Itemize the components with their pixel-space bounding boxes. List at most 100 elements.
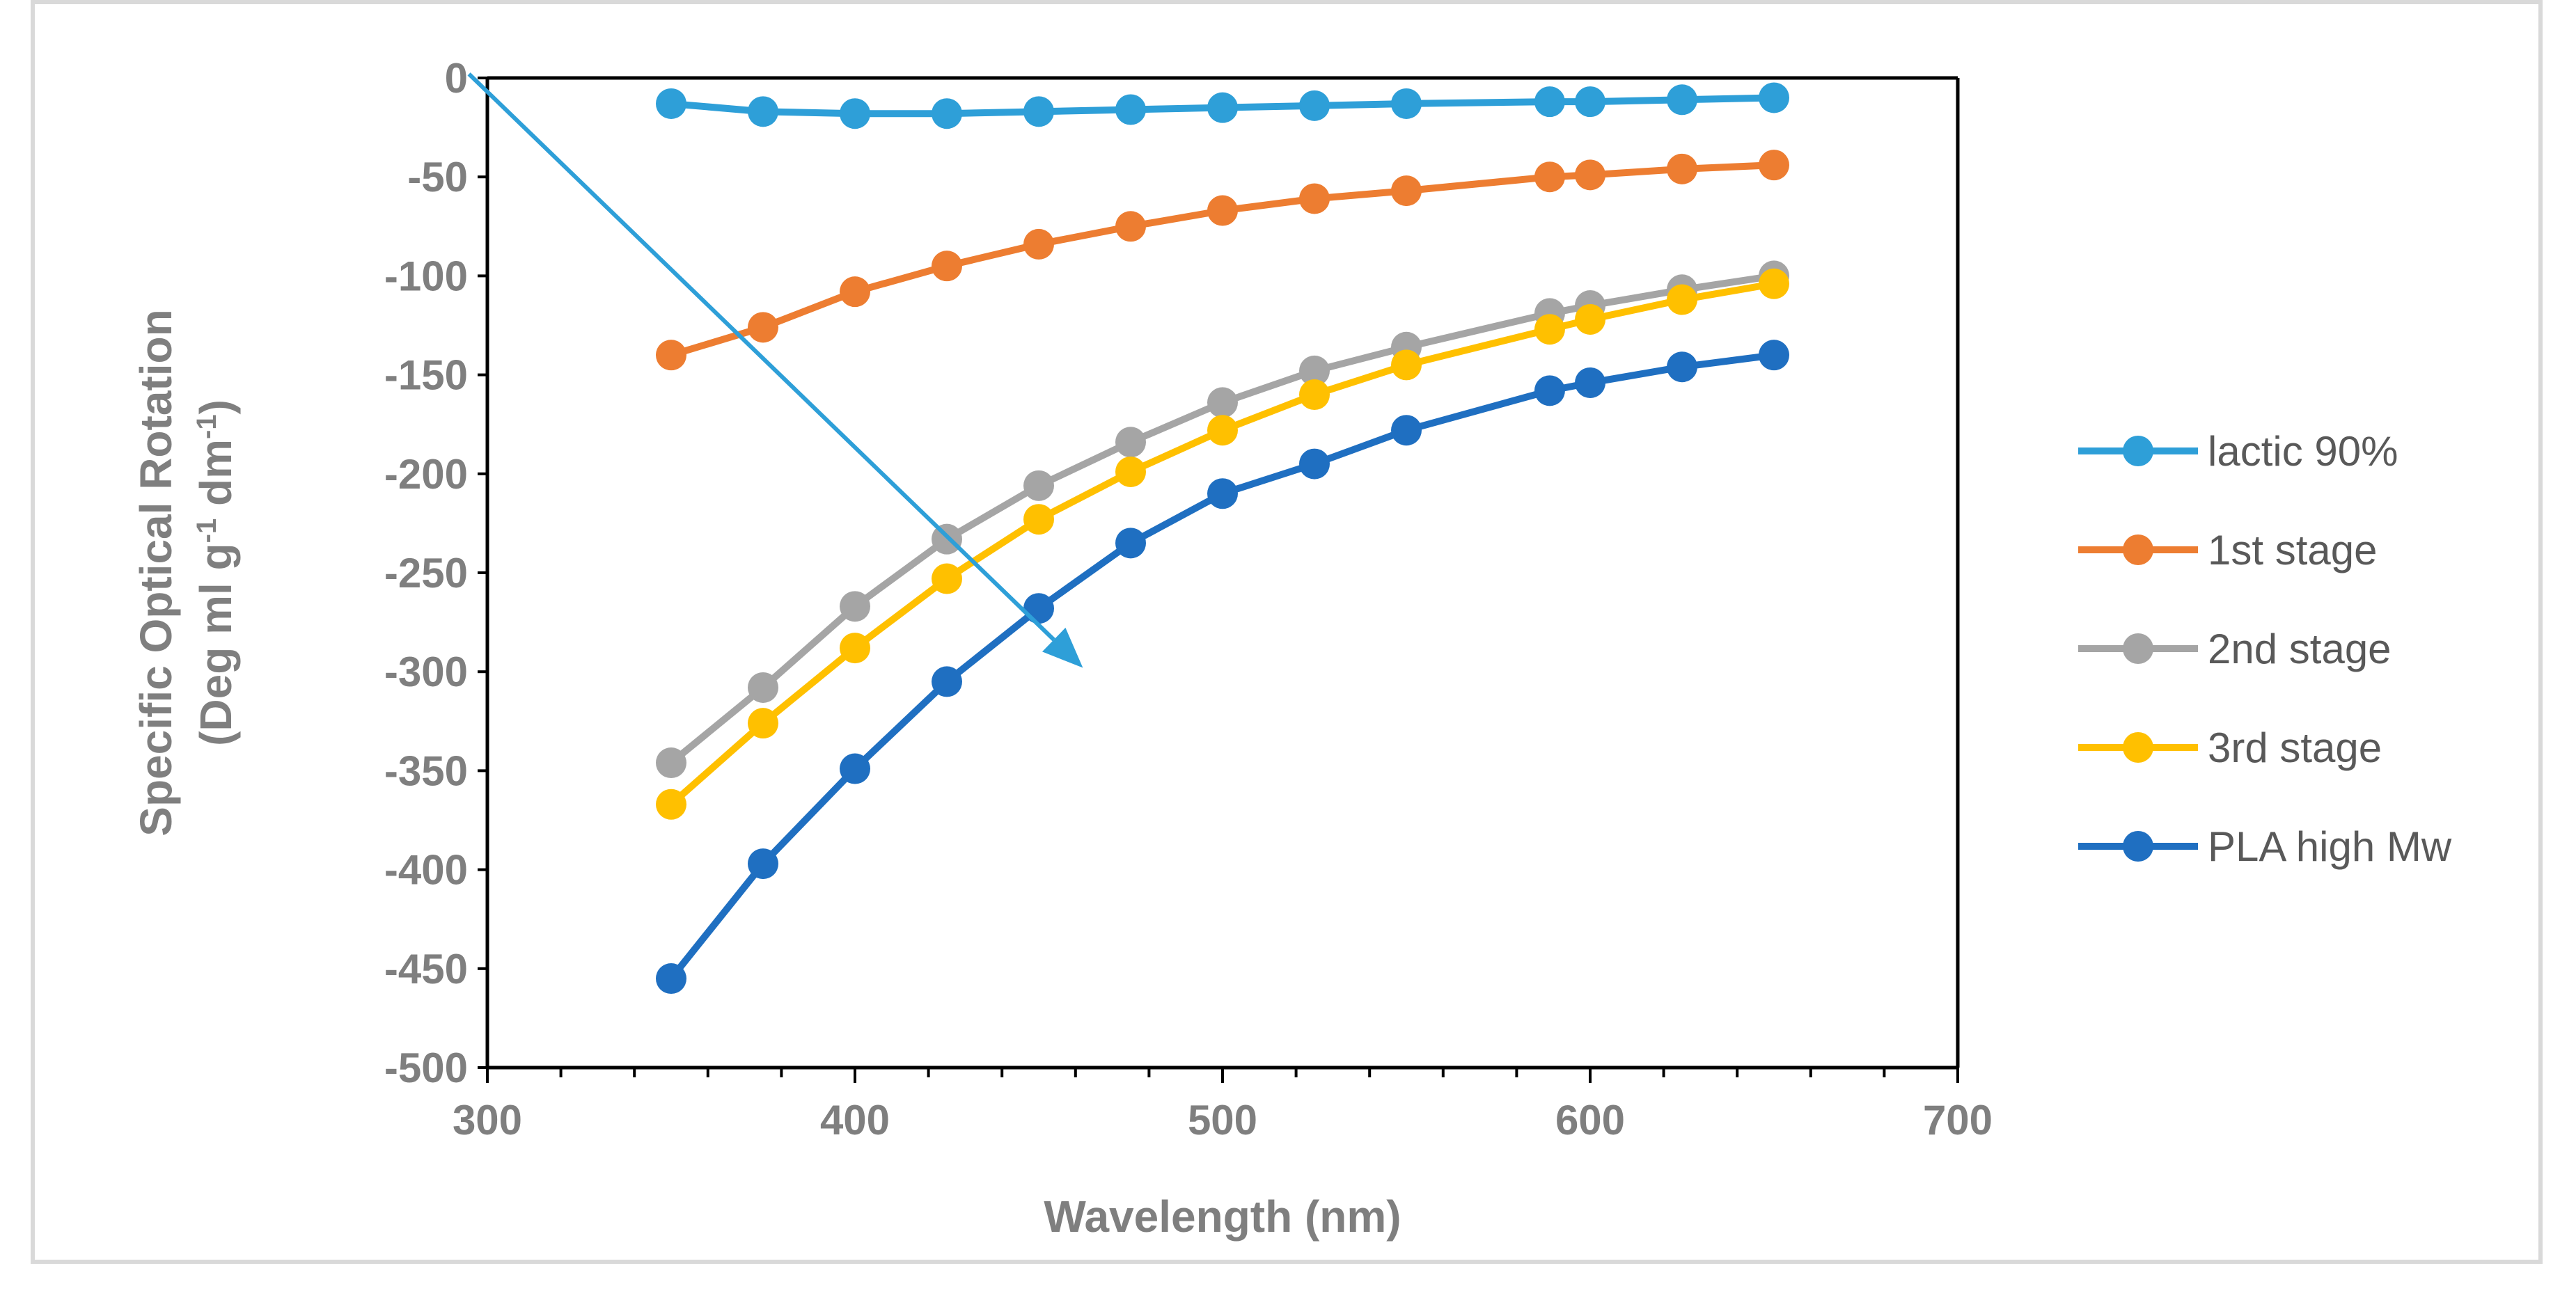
x-tick-label: 700 — [1923, 1097, 1993, 1143]
y-tick-label: -450 — [384, 946, 468, 992]
data-point — [1575, 86, 1605, 118]
legend-label: PLA high Mw — [2208, 823, 2452, 870]
data-point — [1115, 211, 1146, 242]
data-point — [1391, 349, 1422, 381]
legend-marker — [2123, 436, 2153, 466]
series-3 — [656, 268, 1789, 820]
data-point — [748, 312, 778, 343]
legend-item: 1st stage — [2078, 527, 2378, 573]
series-line — [668, 161, 1777, 359]
data-point — [656, 963, 686, 995]
data-point — [1207, 478, 1238, 509]
data-point — [1759, 340, 1789, 371]
data-point — [1207, 92, 1238, 123]
data-point — [1299, 355, 1330, 386]
y-tick-label: -100 — [384, 253, 468, 299]
arrow-shaft — [467, 72, 1055, 642]
y-tick-label: -500 — [384, 1045, 468, 1091]
legend-label: 3rd stage — [2208, 724, 2382, 771]
legend-marker — [2123, 534, 2153, 565]
y-tick-label: -150 — [384, 352, 468, 399]
x-tick-label: 300 — [453, 1097, 522, 1143]
data-point — [1299, 183, 1330, 214]
data-point — [932, 563, 962, 594]
data-point — [1391, 175, 1422, 207]
data-point — [1023, 470, 1054, 501]
data-point — [1667, 84, 1697, 116]
y-axis-title-line2: (Deg ml g-1 dm-1) — [191, 399, 241, 746]
legend-label: 1st stage — [2208, 527, 2378, 573]
data-point — [1391, 415, 1422, 446]
data-point — [840, 98, 870, 129]
data-point — [932, 251, 962, 282]
data-point — [1575, 159, 1605, 191]
legend-marker — [2123, 831, 2153, 862]
legend-label: 2nd stage — [2208, 626, 2392, 672]
y-tick-label: -300 — [384, 649, 468, 695]
chart-frame — [31, 0, 2543, 1264]
data-point — [1391, 88, 1422, 119]
legend-marker — [2123, 633, 2153, 664]
data-point — [932, 98, 962, 129]
data-point — [748, 672, 778, 703]
x-tick-label: 500 — [1188, 1097, 1257, 1143]
data-point — [840, 591, 870, 622]
series-0 — [656, 82, 1789, 129]
y-tick-label: -400 — [384, 847, 468, 894]
y-tick-label: -350 — [384, 747, 468, 794]
data-point — [656, 88, 686, 119]
y-axis-title-suffix: ) — [191, 399, 241, 414]
legend-layer: lactic 90% 1st stage 2nd stage 3rd stage PLA… — [2078, 428, 2452, 870]
data-point — [1023, 504, 1054, 535]
data-point — [1534, 161, 1565, 193]
legend-item: PLA high Mw — [2078, 823, 2452, 870]
y-axis-title-line1: Specific Optical Rotation — [131, 309, 181, 836]
data-point — [1115, 94, 1146, 125]
series-2 — [656, 260, 1789, 779]
y-axis-title-sup2: -1 — [191, 414, 222, 439]
legend-item: 2nd stage — [2078, 626, 2392, 672]
series-4 — [656, 340, 1789, 995]
axes-layer: 300 400 500 600 700 0 -50 -100 -150 -200 -250 -300 -… — [384, 55, 1993, 1143]
data-point — [840, 753, 870, 784]
series-line — [668, 272, 1777, 767]
data-point — [1207, 387, 1238, 418]
y-axis-title-prefix: (Deg ml g — [191, 543, 241, 746]
data-point — [748, 708, 778, 739]
data-point — [1575, 303, 1605, 335]
data-point — [1299, 448, 1330, 480]
x-tick-label: 600 — [1555, 1097, 1625, 1143]
legend-marker — [2123, 732, 2153, 763]
data-point — [656, 747, 686, 779]
data-point — [656, 340, 686, 371]
legend-item: lactic 90% — [2078, 428, 2398, 475]
y-axis-title-mid: dm — [191, 439, 241, 518]
data-point — [1667, 351, 1697, 383]
data-point — [1115, 528, 1146, 559]
data-point — [748, 848, 778, 880]
data-point — [1534, 86, 1565, 118]
x-axis-title: Wavelength (nm) — [1044, 1191, 1401, 1242]
data-point — [1299, 90, 1330, 121]
data-point — [840, 276, 870, 308]
data-point — [748, 96, 778, 127]
data-point — [1207, 415, 1238, 446]
data-point — [840, 633, 870, 664]
legend-item: 3rd stage — [2078, 724, 2382, 771]
data-point — [1534, 375, 1565, 406]
annotation-layer — [467, 72, 1083, 668]
data-point — [1115, 456, 1146, 487]
data-point — [1575, 367, 1605, 398]
data-point — [1534, 314, 1565, 345]
y-tick-label: 0 — [445, 55, 468, 102]
data-point — [1667, 284, 1697, 315]
y-axis-title: Specific Optical Rotation (Deg ml g -1 dm… — [131, 309, 241, 836]
series-line — [668, 280, 1777, 808]
data-point — [1115, 427, 1146, 458]
data-point — [656, 789, 686, 820]
x-tick-label: 400 — [820, 1097, 890, 1143]
data-point — [1299, 379, 1330, 411]
y-tick-label: -200 — [384, 451, 468, 498]
arrow-head — [1042, 627, 1083, 668]
